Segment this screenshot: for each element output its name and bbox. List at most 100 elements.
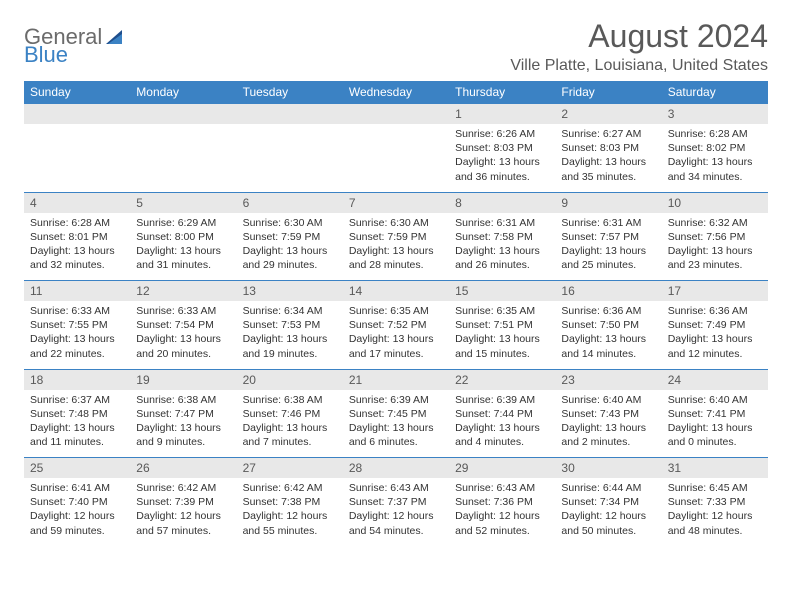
day-data-cell: Sunrise: 6:43 AMSunset: 7:37 PMDaylight:… [343, 478, 449, 546]
day-data-cell: Sunrise: 6:34 AMSunset: 7:53 PMDaylight:… [237, 301, 343, 369]
daylight-text-1: Daylight: 12 hours [136, 509, 230, 523]
data-row: Sunrise: 6:41 AMSunset: 7:40 PMDaylight:… [24, 478, 768, 546]
day-number-cell [343, 104, 449, 125]
day-data-cell: Sunrise: 6:31 AMSunset: 7:58 PMDaylight:… [449, 213, 555, 281]
day-number-cell: 31 [662, 458, 768, 479]
sunrise-text: Sunrise: 6:27 AM [561, 127, 655, 141]
day-data-cell: Sunrise: 6:35 AMSunset: 7:51 PMDaylight:… [449, 301, 555, 369]
day-number-cell: 25 [24, 458, 130, 479]
sunrise-text: Sunrise: 6:37 AM [30, 393, 124, 407]
day-header: Saturday [662, 81, 768, 104]
sunrise-text: Sunrise: 6:44 AM [561, 481, 655, 495]
day-number-cell: 9 [555, 192, 661, 213]
sunset-text: Sunset: 7:53 PM [243, 318, 337, 332]
day-number-cell: 22 [449, 369, 555, 390]
daylight-text-2: and 57 minutes. [136, 524, 230, 538]
day-data-cell: Sunrise: 6:37 AMSunset: 7:48 PMDaylight:… [24, 390, 130, 458]
day-data-cell: Sunrise: 6:33 AMSunset: 7:55 PMDaylight:… [24, 301, 130, 369]
sunset-text: Sunset: 8:01 PM [30, 230, 124, 244]
day-header: Tuesday [237, 81, 343, 104]
sunrise-text: Sunrise: 6:39 AM [455, 393, 549, 407]
day-data-cell: Sunrise: 6:39 AMSunset: 7:44 PMDaylight:… [449, 390, 555, 458]
daylight-text-2: and 48 minutes. [668, 524, 762, 538]
day-data-cell: Sunrise: 6:29 AMSunset: 8:00 PMDaylight:… [130, 213, 236, 281]
daylight-text-2: and 2 minutes. [561, 435, 655, 449]
header: General August 2024 Ville Platte, Louisi… [24, 18, 768, 75]
sunset-text: Sunset: 7:47 PM [136, 407, 230, 421]
sunrise-text: Sunrise: 6:28 AM [30, 216, 124, 230]
day-number-cell: 4 [24, 192, 130, 213]
daylight-text-2: and 28 minutes. [349, 258, 443, 272]
daylight-text-2: and 36 minutes. [455, 170, 549, 184]
sunset-text: Sunset: 7:52 PM [349, 318, 443, 332]
day-number-cell: 3 [662, 104, 768, 125]
daylight-text-1: Daylight: 13 hours [243, 421, 337, 435]
logo-text-blue: Blue [24, 42, 68, 68]
day-number-cell: 23 [555, 369, 661, 390]
day-header: Wednesday [343, 81, 449, 104]
sunset-text: Sunset: 7:46 PM [243, 407, 337, 421]
daylight-text-2: and 34 minutes. [668, 170, 762, 184]
daylight-text-1: Daylight: 13 hours [349, 332, 443, 346]
sunrise-text: Sunrise: 6:42 AM [243, 481, 337, 495]
day-data-cell: Sunrise: 6:40 AMSunset: 7:41 PMDaylight:… [662, 390, 768, 458]
day-number-cell: 2 [555, 104, 661, 125]
daylight-text-2: and 14 minutes. [561, 347, 655, 361]
day-number-cell: 14 [343, 281, 449, 302]
daylight-text-2: and 17 minutes. [349, 347, 443, 361]
sunrise-text: Sunrise: 6:31 AM [455, 216, 549, 230]
day-number-cell: 17 [662, 281, 768, 302]
sunrise-text: Sunrise: 6:35 AM [349, 304, 443, 318]
daylight-text-1: Daylight: 13 hours [30, 421, 124, 435]
day-number-cell: 15 [449, 281, 555, 302]
day-header-row: Sunday Monday Tuesday Wednesday Thursday… [24, 81, 768, 104]
sunrise-text: Sunrise: 6:45 AM [668, 481, 762, 495]
daylight-text-1: Daylight: 13 hours [668, 244, 762, 258]
daylight-text-1: Daylight: 13 hours [668, 155, 762, 169]
sunset-text: Sunset: 7:39 PM [136, 495, 230, 509]
day-header: Sunday [24, 81, 130, 104]
sunset-text: Sunset: 7:34 PM [561, 495, 655, 509]
daylight-text-1: Daylight: 13 hours [349, 244, 443, 258]
day-data-cell: Sunrise: 6:42 AMSunset: 7:38 PMDaylight:… [237, 478, 343, 546]
daylight-text-1: Daylight: 13 hours [455, 155, 549, 169]
day-data-cell [237, 124, 343, 192]
sunrise-text: Sunrise: 6:33 AM [30, 304, 124, 318]
sunset-text: Sunset: 7:37 PM [349, 495, 443, 509]
data-row: Sunrise: 6:33 AMSunset: 7:55 PMDaylight:… [24, 301, 768, 369]
sunset-text: Sunset: 8:00 PM [136, 230, 230, 244]
day-number-cell: 16 [555, 281, 661, 302]
day-data-cell: Sunrise: 6:32 AMSunset: 7:56 PMDaylight:… [662, 213, 768, 281]
daylight-text-2: and 12 minutes. [668, 347, 762, 361]
day-number-cell [237, 104, 343, 125]
sunset-text: Sunset: 7:44 PM [455, 407, 549, 421]
day-number-cell: 12 [130, 281, 236, 302]
day-number-cell: 18 [24, 369, 130, 390]
daylight-text-1: Daylight: 13 hours [349, 421, 443, 435]
day-data-cell [343, 124, 449, 192]
day-number-cell: 28 [343, 458, 449, 479]
day-data-cell: Sunrise: 6:40 AMSunset: 7:43 PMDaylight:… [555, 390, 661, 458]
sunset-text: Sunset: 7:48 PM [30, 407, 124, 421]
daylight-text-2: and 19 minutes. [243, 347, 337, 361]
daynum-row: 11121314151617 [24, 281, 768, 302]
logo-sail-icon [104, 28, 126, 46]
sunrise-text: Sunrise: 6:33 AM [136, 304, 230, 318]
daylight-text-1: Daylight: 13 hours [30, 244, 124, 258]
day-number-cell [130, 104, 236, 125]
data-row: Sunrise: 6:26 AMSunset: 8:03 PMDaylight:… [24, 124, 768, 192]
sunset-text: Sunset: 7:49 PM [668, 318, 762, 332]
daylight-text-1: Daylight: 13 hours [30, 332, 124, 346]
title-block: August 2024 Ville Platte, Louisiana, Uni… [510, 18, 768, 75]
daylight-text-2: and 55 minutes. [243, 524, 337, 538]
sunset-text: Sunset: 7:41 PM [668, 407, 762, 421]
data-row: Sunrise: 6:28 AMSunset: 8:01 PMDaylight:… [24, 213, 768, 281]
day-data-cell: Sunrise: 6:36 AMSunset: 7:50 PMDaylight:… [555, 301, 661, 369]
sunset-text: Sunset: 7:50 PM [561, 318, 655, 332]
day-number-cell: 1 [449, 104, 555, 125]
sunrise-text: Sunrise: 6:40 AM [561, 393, 655, 407]
day-header: Monday [130, 81, 236, 104]
sunrise-text: Sunrise: 6:34 AM [243, 304, 337, 318]
day-data-cell: Sunrise: 6:28 AMSunset: 8:01 PMDaylight:… [24, 213, 130, 281]
daylight-text-1: Daylight: 13 hours [136, 421, 230, 435]
